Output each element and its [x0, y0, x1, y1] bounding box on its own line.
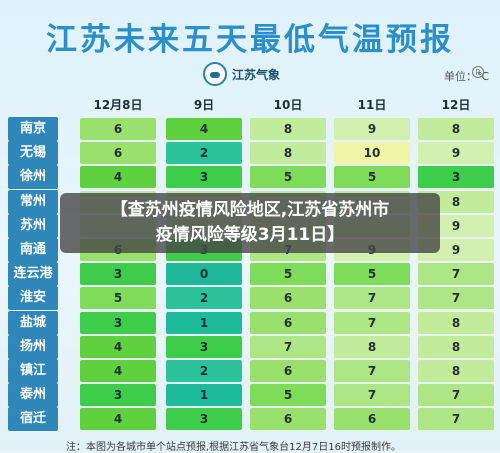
temp-cell: 4	[80, 360, 156, 382]
temp-cell: 8	[334, 335, 410, 358]
temp-cell: 8	[418, 335, 494, 358]
temp-cell: 8	[250, 118, 326, 140]
temp-cell: 5	[334, 263, 410, 286]
temp-cell: 6	[250, 408, 326, 431]
date-header: 12月8日	[93, 98, 143, 112]
city-label: 南通	[8, 238, 58, 262]
temp-cell: 5	[250, 384, 326, 407]
temp-cell: 2	[166, 142, 242, 165]
city-label: 苏州	[8, 213, 58, 238]
city-label: 连云港	[8, 262, 58, 287]
temp-cell: 7	[418, 408, 494, 431]
temp-cell: 8	[418, 311, 494, 334]
temp-cell: 7	[334, 360, 410, 382]
city-label: 宿迁	[8, 407, 58, 432]
temp-cell: 7	[418, 263, 494, 286]
temp-cell: 7	[334, 384, 410, 407]
temp-cell: 3	[166, 408, 242, 431]
temp-cell: 1	[166, 384, 242, 407]
temp-cell: 3	[80, 263, 156, 286]
temp-cell: 6	[80, 142, 156, 165]
temp-cell: 9	[418, 142, 494, 165]
banner-line-2: 疫情风险等级3月11日】	[155, 225, 345, 245]
temp-cell: 3	[166, 335, 242, 358]
temp-cell: 4	[80, 166, 156, 189]
temp-cell: 3	[418, 166, 494, 189]
date-header: 10日	[273, 98, 303, 112]
temp-cell: 1	[166, 311, 242, 334]
temp-cell: 3	[80, 384, 156, 407]
jiangsu-meteorology-logo-icon	[203, 62, 227, 86]
poster-title: 江苏未来五天最低气温预报	[46, 22, 454, 58]
temp-cell: 7	[334, 311, 410, 334]
date-header: 11日	[357, 98, 387, 112]
temp-cell: 7	[250, 335, 326, 358]
city-label: 盐城	[8, 310, 58, 335]
temp-cell: 6	[250, 311, 326, 334]
temp-cell: 2	[166, 287, 242, 310]
temp-cell: 5	[250, 263, 326, 286]
city-label: 泰州	[8, 383, 58, 408]
temp-cell: 6	[334, 408, 410, 431]
date-header: 12日	[441, 98, 471, 112]
temp-cell: 2	[166, 360, 242, 382]
temp-cell: 0	[166, 263, 242, 286]
temp-cell: 3	[166, 166, 242, 189]
registered-mark-icon: R	[472, 66, 484, 78]
temp-cell: 5	[80, 287, 156, 310]
temp-cell: 6	[250, 287, 326, 310]
date-header: 9日	[193, 98, 215, 112]
temp-cell: 4	[80, 335, 156, 358]
temp-cell: 8	[418, 118, 494, 140]
temp-cell: 3	[80, 311, 156, 334]
temp-cell: 6	[80, 118, 156, 140]
city-label: 徐州	[8, 165, 58, 190]
city-label: 南京	[8, 117, 58, 141]
date-header-row: 12月8日 9日 10日 11日 12日	[0, 96, 500, 116]
city-label: 扬州	[8, 334, 58, 359]
footnote: 注：本图为各城市单个站点预报,根据江苏省气象台12月7日16时预报制作。	[66, 442, 401, 453]
temp-cell: 7	[418, 384, 494, 407]
temp-cell: 4	[166, 118, 242, 140]
logo-text: 江苏气象	[232, 68, 281, 82]
temp-cell: 10	[334, 142, 410, 165]
temp-cell: 4	[80, 408, 156, 431]
temp-cell: 7	[418, 287, 494, 310]
city-label: 淮安	[8, 286, 58, 311]
overlay-banner: 【查苏州疫情风险地区,江苏省苏州市 疫情风险等级3月11日】	[60, 193, 440, 253]
banner-line-1: 【查苏州疫情风险地区,江苏省苏州市	[110, 200, 390, 220]
temp-cell: 5	[250, 166, 326, 189]
temp-cell: 6	[250, 360, 326, 382]
city-label: 无锡	[8, 141, 58, 166]
city-label: 镇江	[8, 359, 58, 383]
banner-text: 【查苏州疫情风险地区,江苏省苏州市 疫情风险等级3月11日】	[60, 198, 440, 248]
temp-cell: 7	[334, 287, 410, 310]
city-label: 常州	[8, 189, 58, 214]
temp-cell: 8	[250, 142, 326, 165]
temp-cell: 5	[334, 166, 410, 189]
temp-cell: 8	[418, 360, 494, 382]
temp-cell: 9	[334, 118, 410, 140]
